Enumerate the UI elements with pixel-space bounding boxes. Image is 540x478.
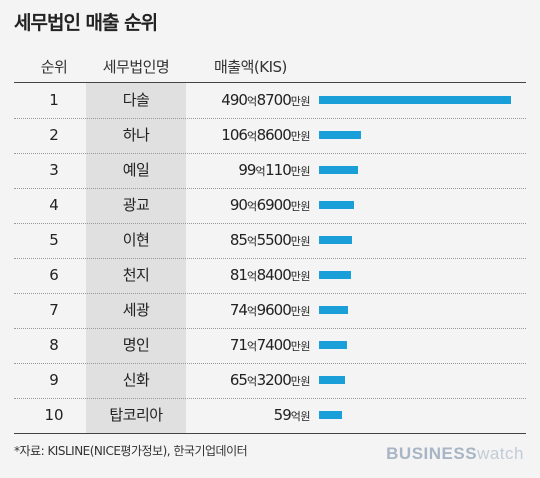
revenue-rev-b: 9600	[256, 301, 292, 319]
revenue-cell: 65억3200만원	[174, 363, 311, 398]
table-row: 10 탑코리아 59억원	[14, 398, 526, 433]
rank-cell: 8	[49, 336, 59, 354]
revenue-bar	[319, 201, 354, 209]
source-note: *자료: KISLINE(NICE평가정보), 한국기업데이터	[14, 444, 248, 458]
revenue-cell: 90억6900만원	[174, 188, 311, 223]
revenue-rev-a: 490	[221, 91, 248, 109]
table-row: 4 광교 90억6900만원	[14, 188, 526, 223]
table-bottom-rule	[14, 433, 526, 434]
firm-name-cell: 광교	[122, 196, 150, 214]
revenue-rev-a: 65	[229, 371, 248, 389]
firm-name-cell: 이현	[122, 231, 150, 249]
revenue-rev-a: 81	[229, 266, 248, 284]
revenue-bar	[319, 236, 352, 244]
header-name: 세무법인명	[102, 58, 170, 76]
revenue-rev-a: 90	[229, 196, 248, 214]
revenue-rev-man: 만원	[290, 200, 311, 213]
revenue-bar	[319, 306, 348, 314]
rank-cell: 5	[49, 231, 59, 249]
revenue-cell: 74억9600만원	[174, 293, 311, 328]
revenue-rev-man: 만원	[290, 235, 311, 248]
ranking-table: 1 다솔 490억8700만원 2 하나 106억8600만원 3 예일 99억110만원 4 광교…	[14, 83, 526, 433]
revenue-rev-man: 만원	[290, 340, 311, 353]
rank-cell: 1	[49, 91, 59, 109]
table-top-rule	[14, 82, 526, 83]
revenue-bar	[319, 166, 358, 174]
rank-cell: 7	[49, 301, 59, 319]
revenue-rev-b: 8600	[256, 126, 292, 144]
revenue-rev-man: 만원	[290, 130, 311, 143]
revenue-bar	[319, 96, 511, 104]
table-row: 1 다솔 490억8700만원	[14, 83, 526, 118]
revenue-rev-b: 110	[265, 161, 292, 179]
revenue-rev-b: 8400	[256, 266, 292, 284]
revenue-rev-eok: 억	[246, 340, 257, 353]
revenue-cell: 85억5500만원	[174, 223, 311, 258]
revenue-rev-man: 만원	[290, 165, 311, 178]
table-row: 6 천지 81억8400만원	[14, 258, 526, 293]
revenue-cell: 106억8600만원	[174, 118, 310, 153]
revenue-cell: 490억8700만원	[174, 83, 310, 118]
revenue-rev-a: 85	[229, 231, 248, 249]
firm-name-cell: 명인	[122, 336, 150, 354]
revenue-rev-b: 5500	[256, 231, 292, 249]
firm-name-cell: 신화	[122, 371, 150, 389]
table-row: 2 하나 106억8600만원	[14, 118, 526, 153]
rank-cell: 2	[49, 126, 59, 144]
revenue-rev-eok: 억	[246, 235, 257, 248]
revenue-rev-b: 3200	[256, 371, 292, 389]
table-row: 5 이현 85억5500만원	[14, 223, 526, 258]
revenue-cell: 99억110만원	[174, 153, 310, 188]
revenue-bar	[319, 376, 345, 384]
revenue-rev-man: 만원	[290, 270, 311, 283]
revenue-cell: 81억8400만원	[174, 258, 311, 293]
firm-name-cell: 천지	[122, 266, 150, 284]
revenue-rev-eok: 억	[246, 95, 257, 108]
rank-cell: 10	[44, 406, 64, 424]
revenue-rev-a: 74	[229, 301, 248, 319]
rank-cell: 4	[49, 196, 59, 214]
revenue-rev-eok: 억	[246, 375, 257, 388]
rank-cell: 3	[49, 161, 59, 179]
businesswatch-logo: BUSINESSwatch	[386, 444, 524, 464]
revenue-rev-b: 7400	[256, 336, 292, 354]
revenue-bar	[319, 411, 342, 419]
revenue-rev-eok: 억	[246, 130, 257, 143]
revenue-rev-man: 만원	[290, 305, 311, 318]
revenue-bar	[319, 341, 347, 349]
firm-name-cell: 세광	[122, 301, 150, 319]
revenue-rev-a: 99	[238, 161, 256, 179]
logo-part-business: BUSINESS	[386, 444, 478, 463]
revenue-rev-eok: 억	[246, 305, 257, 318]
revenue-rev-b: 6900	[256, 196, 292, 214]
table-row: 3 예일 99억110만원	[14, 153, 526, 188]
logo-part-watch: watch	[477, 444, 524, 463]
firm-name-cell: 다솔	[122, 91, 150, 109]
rank-cell: 6	[49, 266, 59, 284]
table-row: 8 명인 71억7400만원	[14, 328, 526, 363]
firm-name-cell: 탑코리아	[109, 406, 163, 424]
header-revenue: 매출액(KIS)	[214, 58, 287, 76]
table-row: 7 세광 74억9600만원	[14, 293, 526, 328]
revenue-rev-a: 106	[221, 126, 248, 144]
revenue-rev-eok: 억원	[290, 410, 311, 423]
revenue-rev-man: 만원	[290, 95, 311, 108]
revenue-rev-eok: 억	[246, 270, 257, 283]
firm-name-cell: 예일	[122, 161, 150, 179]
revenue-rev-a: 59	[273, 406, 292, 424]
revenue-rev-b: 8700	[256, 91, 292, 109]
chart-title: 세무법인 매출 순위	[14, 12, 158, 34]
revenue-bar	[319, 271, 351, 279]
revenue-bar	[319, 131, 361, 139]
revenue-rev-eok: 억	[246, 200, 257, 213]
firm-name-cell: 하나	[122, 126, 150, 144]
revenue-rev-man: 만원	[290, 375, 311, 388]
revenue-cell: 59억원	[174, 398, 311, 433]
revenue-rev-a: 71	[229, 336, 248, 354]
revenue-cell: 71억7400만원	[174, 328, 311, 363]
revenue-rev-eok: 억	[255, 165, 266, 178]
table-row: 9 신화 65억3200만원	[14, 363, 526, 398]
header-rank: 순위	[40, 58, 68, 76]
rank-cell: 9	[49, 371, 59, 389]
